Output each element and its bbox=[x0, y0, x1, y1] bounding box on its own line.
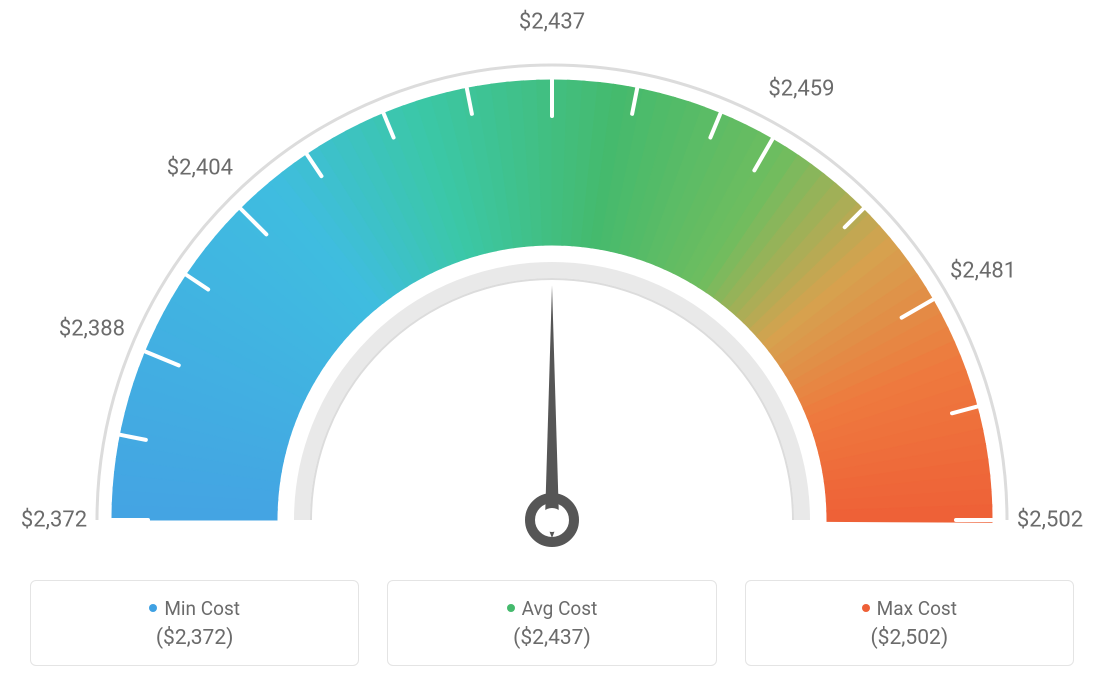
avg-cost-value: ($2,437) bbox=[513, 626, 591, 650]
avg-cost-card: Avg Cost ($2,437) bbox=[387, 580, 716, 666]
max-cost-title: Max Cost bbox=[862, 597, 957, 620]
min-cost-label: Min Cost bbox=[164, 597, 240, 620]
gauge-tick-label: $2,404 bbox=[167, 155, 233, 180]
gauge-tick-label: $2,388 bbox=[59, 317, 125, 342]
gauge-tick-label: $2,459 bbox=[768, 76, 834, 101]
gauge-tick-label: $2,437 bbox=[519, 10, 585, 35]
max-cost-label: Max Cost bbox=[877, 597, 957, 620]
gauge-tick-label: $2,502 bbox=[1017, 508, 1083, 533]
avg-dot-icon bbox=[507, 604, 515, 612]
gauge-tick-label: $2,481 bbox=[950, 258, 1016, 283]
min-cost-value: ($2,372) bbox=[156, 626, 234, 650]
min-cost-card: Min Cost ($2,372) bbox=[30, 580, 359, 666]
max-cost-value: ($2,502) bbox=[870, 626, 948, 650]
min-dot-icon bbox=[149, 604, 157, 612]
gauge-chart: $2,372 $2,388 $2,404 $2,437 $2,459 $2,481 $2,5… bbox=[0, 0, 1104, 560]
avg-cost-label: Avg Cost bbox=[522, 597, 598, 620]
gauge-tick-label: $2,372 bbox=[21, 508, 87, 533]
min-cost-title: Min Cost bbox=[149, 597, 240, 620]
max-dot-icon bbox=[862, 604, 870, 612]
stats-row: Min Cost ($2,372) Avg Cost ($2,437) Max … bbox=[0, 560, 1104, 690]
avg-cost-title: Avg Cost bbox=[507, 597, 598, 620]
max-cost-card: Max Cost ($2,502) bbox=[745, 580, 1074, 666]
